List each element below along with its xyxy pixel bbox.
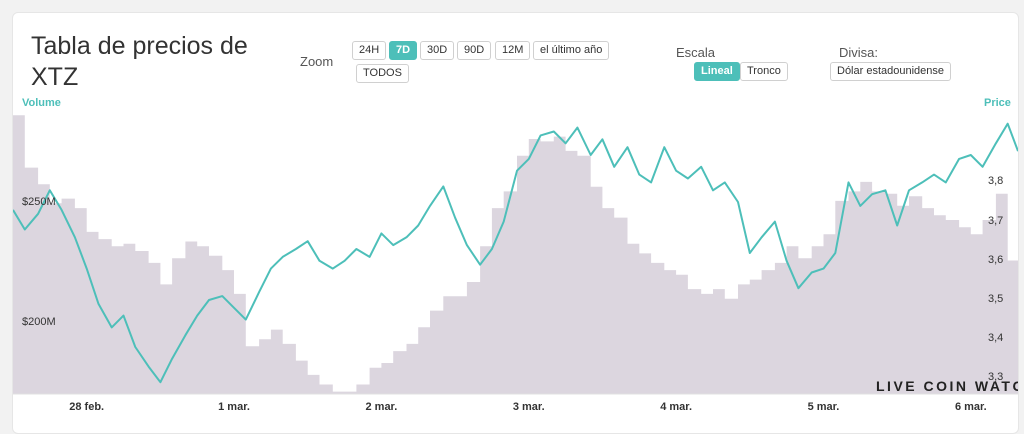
scale-label: Escala — [676, 45, 716, 60]
x-tick-label: 5 mar. — [807, 401, 840, 413]
x-tick-label: 28 feb. — [69, 401, 105, 413]
x-tick-label: 6 mar. — [954, 401, 987, 413]
zoom-7d-button[interactable]: 7D — [389, 41, 418, 60]
price-tick-label: 3,6 — [988, 253, 1004, 266]
price-axis-title: Price — [984, 97, 1011, 109]
currency-select[interactable]: Dólar estadounidense — [830, 62, 952, 81]
currency-label: Divisa: — [839, 45, 879, 60]
zoom-last-year-button[interactable]: el último año — [533, 41, 610, 60]
zoom-90d-button[interactable]: 90D — [457, 41, 492, 60]
volume-tick-label: $200M — [22, 315, 56, 328]
price-tick-label: 3,8 — [988, 175, 1004, 188]
livecoinwatch-logo: LIVE COIN WATCH — [876, 378, 1018, 394]
zoom-all-button[interactable]: TODOS — [356, 64, 409, 83]
zoom-12m-button[interactable]: 12M — [495, 41, 531, 60]
zoom-label: Zoom — [300, 54, 334, 69]
x-tick-label: 4 mar. — [660, 401, 693, 413]
price-volume-chart — [13, 115, 1018, 395]
price-line — [13, 122, 1018, 384]
volume-axis-title: Volume — [22, 97, 61, 109]
price-tick-label: 3,3 — [988, 371, 1004, 384]
volume-tick-label: $250M — [22, 196, 56, 209]
scale-log-button[interactable]: Tronco — [740, 62, 788, 81]
price-tick-label: 3,7 — [988, 214, 1004, 227]
page-title: Tabla de precios de XTZ — [31, 32, 248, 91]
volume-area — [13, 115, 1018, 394]
chart-card: Tabla de precios de XTZ Zoom 24H 7D 30D … — [12, 12, 1019, 434]
zoom-24h-button[interactable]: 24H — [352, 41, 387, 60]
x-tick-label: 1 mar. — [218, 401, 250, 413]
price-tick-label: 3,5 — [988, 292, 1004, 305]
scale-linear-button[interactable]: Lineal — [694, 62, 740, 81]
x-tick-label: 2 mar. — [365, 401, 398, 413]
x-tick-label: 3 mar. — [512, 401, 545, 413]
zoom-30d-button[interactable]: 30D — [420, 41, 455, 60]
price-tick-label: 3,4 — [988, 332, 1004, 345]
